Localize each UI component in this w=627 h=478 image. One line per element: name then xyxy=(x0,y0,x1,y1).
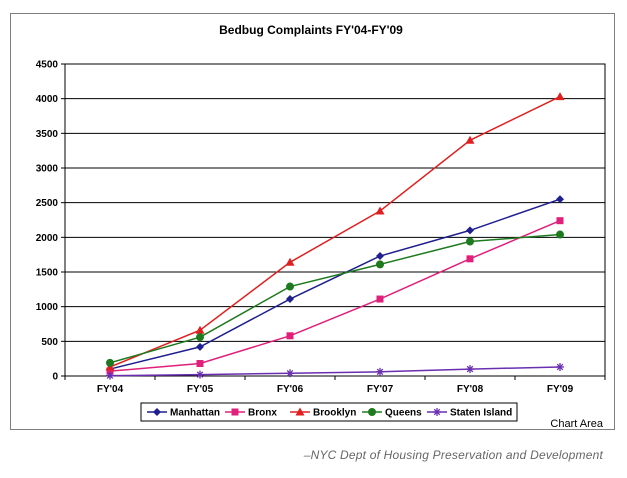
data-point-manhattan xyxy=(196,342,204,351)
y-tick-label: 1500 xyxy=(36,268,59,279)
legend-label-staten-island: Staten Island xyxy=(450,408,512,419)
data-point-bronx xyxy=(556,217,564,225)
data-point-staten-island xyxy=(106,371,114,380)
y-tick-label: 500 xyxy=(41,337,58,348)
data-point-brooklyn xyxy=(375,206,385,215)
x-tick-label: FY'08 xyxy=(457,384,484,395)
y-tick-label: 2500 xyxy=(36,198,59,209)
data-point-bronx xyxy=(196,360,204,368)
data-point-queens xyxy=(286,282,294,291)
data-point-staten-island xyxy=(286,369,294,378)
data-point-queens xyxy=(466,237,474,246)
x-tick-label: FY'07 xyxy=(367,384,394,395)
x-tick-label: FY'09 xyxy=(547,384,574,395)
data-point-staten-island xyxy=(196,370,204,379)
data-point-manhattan xyxy=(556,195,564,204)
source-note: –NYC Dept of Housing Preservation and De… xyxy=(303,448,603,462)
x-tick-label: FY'04 xyxy=(97,384,124,395)
data-point-manhattan xyxy=(466,226,474,235)
series-lines xyxy=(109,95,561,377)
data-point-queens xyxy=(556,230,564,239)
chart-frame: Bedbug Complaints FY'04-FY'09 0 500 1000 15… xyxy=(10,13,615,430)
y-tick-label: 4000 xyxy=(36,94,59,105)
legend-label-queens: Queens xyxy=(385,408,422,419)
data-point-staten-island xyxy=(376,367,384,376)
y-tick-label: 3000 xyxy=(36,164,59,175)
x-axis-ticks: FY'04 FY'05 FY'06 FY'07 FY'08 FY'09 xyxy=(64,376,606,395)
series-line-brooklyn xyxy=(109,95,561,368)
legend-marker-brooklyn xyxy=(295,407,305,416)
legend: Manhattan Bronx Brooklyn Queens Staten Islan… xyxy=(140,402,518,422)
series-line-staten-island xyxy=(109,366,561,377)
data-point-queens xyxy=(106,358,114,367)
legend-marker-manhattan xyxy=(153,408,161,416)
data-point-bronx xyxy=(376,295,384,303)
legend-marker-queens xyxy=(368,408,376,416)
data-point-brooklyn xyxy=(195,325,205,334)
series-markers xyxy=(105,92,565,380)
legend-label-bronx: Bronx xyxy=(248,408,277,419)
plot-area xyxy=(64,63,606,377)
legend-label-brooklyn: Brooklyn xyxy=(313,408,356,419)
data-point-brooklyn xyxy=(465,135,475,144)
y-tick-label: 0 xyxy=(52,372,58,383)
chart-area-label: Chart Area xyxy=(550,418,603,430)
gridlines xyxy=(65,98,605,342)
data-point-staten-island xyxy=(556,362,564,371)
data-point-queens xyxy=(196,333,204,342)
legend-marker-bronx xyxy=(231,408,239,416)
data-point-staten-island xyxy=(466,365,474,374)
series-line-bronx xyxy=(109,220,561,372)
data-point-manhattan xyxy=(286,295,294,304)
data-point-bronx xyxy=(466,255,474,263)
legend-label-manhattan: Manhattan xyxy=(170,408,220,419)
data-point-brooklyn xyxy=(555,92,565,101)
data-point-bronx xyxy=(106,367,114,375)
data-point-brooklyn xyxy=(285,257,295,266)
chart-title: Bedbug Complaints FY'04-FY'09 xyxy=(219,23,403,37)
data-point-bronx xyxy=(286,332,294,340)
data-point-queens xyxy=(376,260,384,269)
y-tick-label: 2000 xyxy=(36,233,59,244)
series-line-manhattan xyxy=(109,198,561,370)
y-tick-label: 3500 xyxy=(36,129,59,140)
data-point-manhattan xyxy=(376,252,384,261)
y-tick-label: 4500 xyxy=(36,60,59,71)
line-chart: Bedbug Complaints FY'04-FY'09 0 500 1000 15… xyxy=(36,23,606,430)
legend-marker-staten-island xyxy=(433,408,441,416)
legend-box xyxy=(140,402,518,422)
x-tick-label: FY'05 xyxy=(187,384,214,395)
x-tick-label: FY'06 xyxy=(277,384,304,395)
series-line-queens xyxy=(109,233,561,364)
y-tick-label: 1000 xyxy=(36,302,59,313)
y-axis-ticks: 0 500 1000 1500 2000 2500 3000 3500 4000 4500 xyxy=(36,60,65,383)
